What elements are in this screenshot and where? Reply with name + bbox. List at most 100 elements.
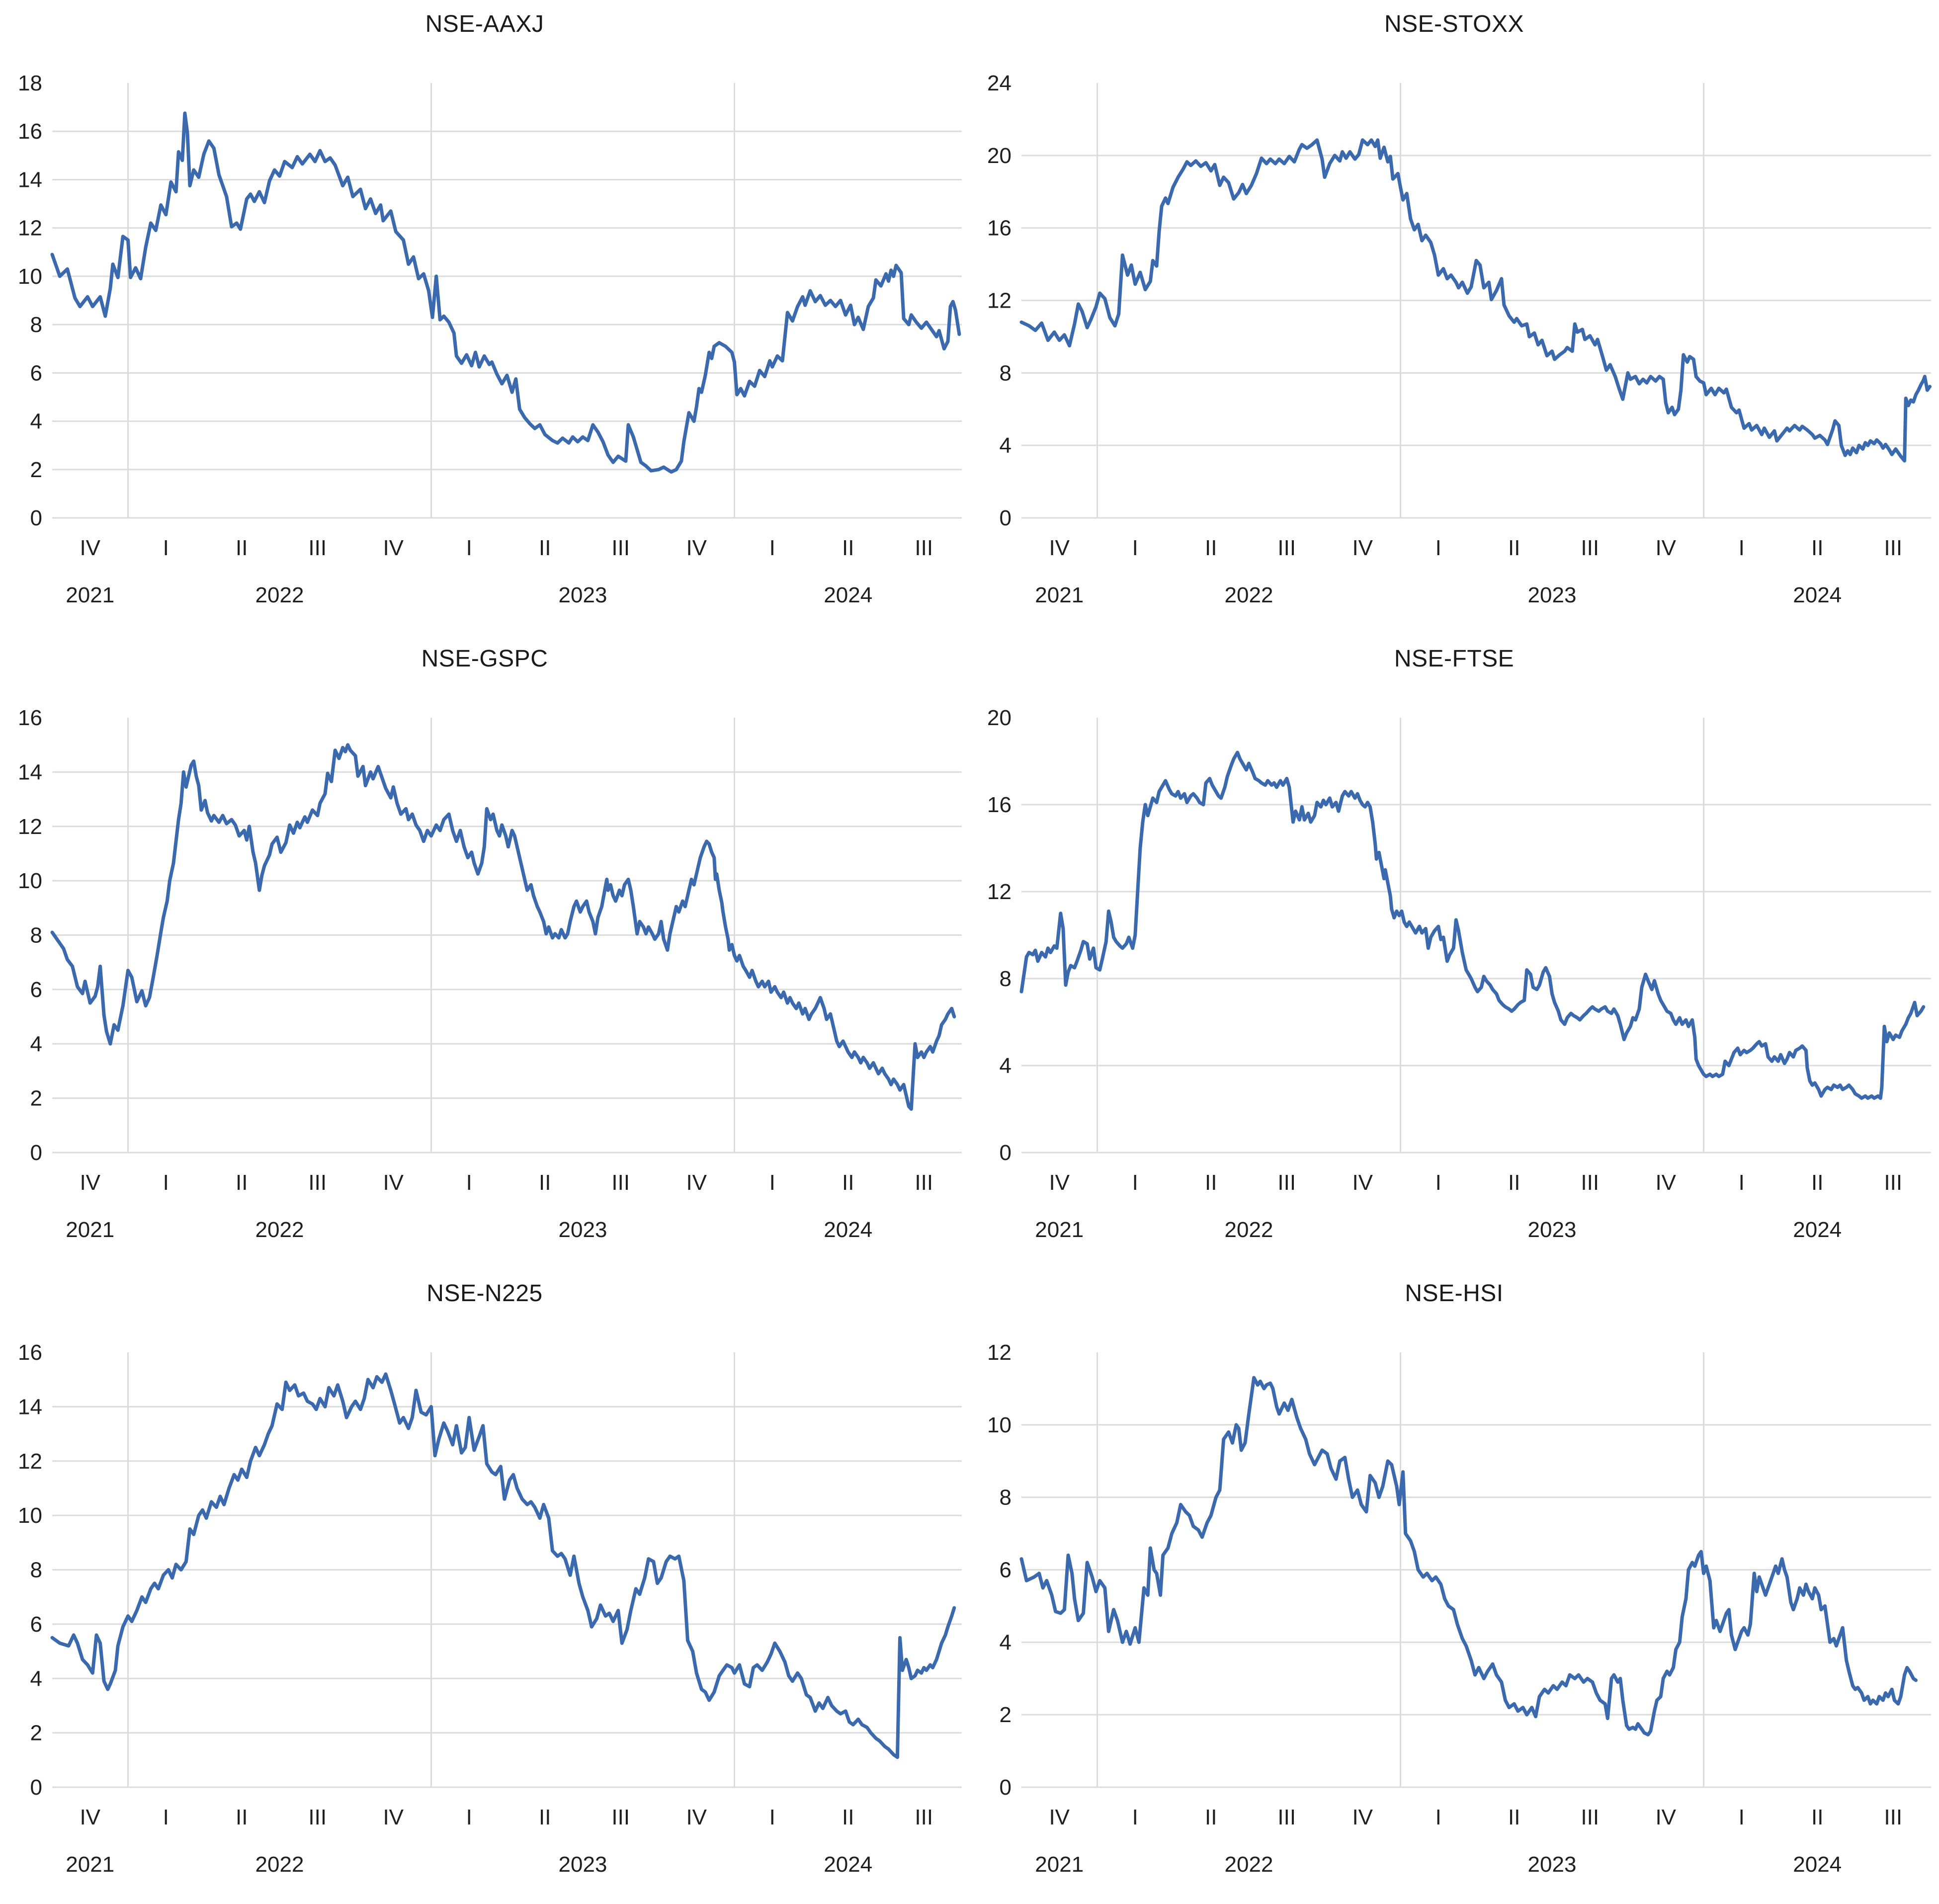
x-tick-quarter-label: I <box>163 1170 169 1195</box>
x-tick-quarter-label: III <box>1277 1805 1296 1829</box>
x-tick-quarter-label: II <box>842 1805 854 1829</box>
x-tick-quarter-label: II <box>1508 1170 1520 1195</box>
chart-title: NSE-AAXJ <box>425 11 544 37</box>
x-tick-quarter-label: III <box>611 536 630 560</box>
chart-title: NSE-FTSE <box>1394 646 1515 672</box>
x-tick-quarter-label: II <box>539 1805 551 1829</box>
y-tick-label: 4 <box>1000 1054 1012 1078</box>
y-tick-label: 16 <box>18 119 42 144</box>
x-tick-year-label: 2022 <box>1225 583 1273 607</box>
series-line <box>1019 1376 1918 1737</box>
y-tick-label: 16 <box>987 793 1012 817</box>
x-tick-quarter-label: III <box>611 1170 630 1195</box>
chart-title: NSE-STOXX <box>1384 11 1524 37</box>
y-tick-label: 10 <box>18 1503 42 1528</box>
x-tick-year-label: 2022 <box>255 583 304 607</box>
x-tick-quarter-label: III <box>1884 1805 1902 1829</box>
y-tick-label: 16 <box>987 216 1012 241</box>
y-tick-label: 2 <box>1000 1703 1012 1727</box>
x-tick-quarter-label: IV <box>80 536 100 560</box>
x-tick-year-label: 2022 <box>255 1852 304 1877</box>
y-tick-label: 18 <box>18 71 42 95</box>
x-tick-year-label: 2023 <box>1528 583 1577 607</box>
x-tick-year-label: 2024 <box>1793 583 1842 607</box>
x-tick-quarter-label: I <box>1132 536 1138 560</box>
y-tick-label: 10 <box>987 1413 1012 1437</box>
x-tick-quarter-label: II <box>539 536 551 560</box>
y-tick-label: 0 <box>1000 1775 1012 1800</box>
x-tick-quarter-label: III <box>1884 536 1902 560</box>
y-tick-label: 12 <box>18 216 42 241</box>
x-tick-quarter-label: III <box>611 1805 630 1829</box>
x-tick-quarter-label: IV <box>1049 1805 1070 1829</box>
y-tick-label: 0 <box>1000 1141 1012 1165</box>
x-tick-year-label: 2023 <box>559 1218 607 1242</box>
y-tick-label: 8 <box>30 1558 42 1582</box>
y-tick-label: 20 <box>987 706 1012 730</box>
x-tick-quarter-label: IV <box>686 536 707 560</box>
chart-title: NSE-N225 <box>426 1280 543 1307</box>
x-tick-quarter-label: II <box>539 1170 551 1195</box>
x-tick-quarter-label: I <box>769 1805 775 1829</box>
x-tick-quarter-label: I <box>466 536 472 560</box>
chart-nse-stoxx: NSE-STOXX 0 4 8 12 16 20 24 IV I II III IV I II III IV I… <box>969 0 1939 635</box>
x-tick-year-label: 2023 <box>559 583 607 607</box>
x-tick-quarter-label: II <box>1205 1170 1217 1195</box>
x-tick-quarter-label: IV <box>383 1805 404 1829</box>
y-tick-label: 16 <box>18 1340 42 1365</box>
x-tick-quarter-label: III <box>308 536 327 560</box>
y-tick-label: 2 <box>30 1721 42 1745</box>
x-tick-year-label: 2024 <box>824 1218 872 1242</box>
x-tick-year-label: 2023 <box>559 1852 607 1877</box>
x-tick-year-label: 2022 <box>255 1218 304 1242</box>
x-tick-year-label: 2021 <box>66 1852 114 1877</box>
y-tick-label: 20 <box>987 144 1012 168</box>
x-tick-quarter-label: III <box>1581 1170 1599 1195</box>
chart-title: NSE-HSI <box>1405 1280 1504 1307</box>
y-tick-label: 0 <box>30 506 42 530</box>
x-tick-quarter-label: III <box>915 536 933 560</box>
y-tick-label: 14 <box>18 167 42 192</box>
x-tick-quarter-label: IV <box>80 1170 100 1195</box>
y-tick-label: 6 <box>1000 1558 1012 1582</box>
y-tick-label: 8 <box>1000 967 1012 991</box>
chart-nse-hsi: NSE-HSI 0 2 4 6 8 10 12 IV I II III IV I II III IV I II II… <box>969 1269 1939 1904</box>
x-tick-quarter-label: II <box>1205 536 1217 560</box>
x-tick-quarter-label: II <box>236 1170 248 1195</box>
x-tick-quarter-label: II <box>236 1805 248 1829</box>
y-tick-label: 6 <box>30 978 42 1002</box>
y-tick-label: 10 <box>18 869 42 893</box>
x-tick-year-label: 2022 <box>1225 1852 1273 1877</box>
x-tick-quarter-label: II <box>236 536 248 560</box>
series-line <box>1019 138 1932 463</box>
series-line <box>50 1372 956 1759</box>
x-tick-year-label: 2024 <box>824 1852 872 1877</box>
x-tick-quarter-label: I <box>1739 536 1745 560</box>
y-tick-label: 24 <box>987 71 1012 95</box>
x-tick-quarter-label: IV <box>1352 1805 1373 1829</box>
x-tick-year-label: 2023 <box>1528 1852 1577 1877</box>
y-tick-label: 4 <box>1000 1630 1012 1655</box>
x-tick-quarter-label: II <box>1508 536 1520 560</box>
x-tick-quarter-label: III <box>1277 536 1296 560</box>
y-tick-label: 0 <box>1000 506 1012 530</box>
x-tick-quarter-label: II <box>1811 1805 1823 1829</box>
x-tick-quarter-label: III <box>1581 536 1599 560</box>
x-tick-quarter-label: I <box>769 536 775 560</box>
y-tick-label: 12 <box>987 1340 1012 1365</box>
series-line <box>1019 750 1926 1100</box>
y-tick-label: 2 <box>30 458 42 482</box>
x-tick-quarter-label: IV <box>1655 1805 1676 1829</box>
x-tick-year-label: 2021 <box>66 1218 114 1242</box>
y-tick-label: 16 <box>18 706 42 730</box>
x-tick-year-label: 2021 <box>66 583 114 607</box>
y-tick-label: 14 <box>18 760 42 784</box>
y-tick-label: 4 <box>30 1032 42 1056</box>
x-tick-quarter-label: III <box>308 1170 327 1195</box>
y-tick-label: 10 <box>18 264 42 289</box>
x-tick-quarter-label: II <box>842 1170 854 1195</box>
